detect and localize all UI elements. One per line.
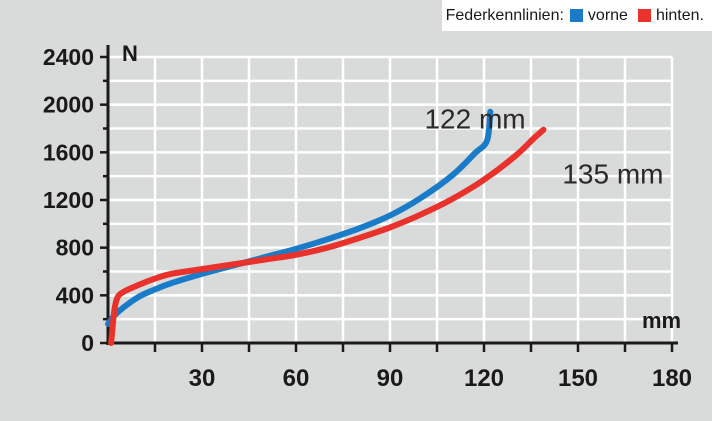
annotation-122mm: 122 mm	[424, 104, 525, 135]
x-axis-label: mm	[642, 308, 681, 333]
legend-label-vorne: vorne	[587, 6, 628, 24]
annotation-135mm: 135 mm	[562, 158, 663, 189]
x-tick-label: 120	[464, 365, 504, 392]
legend-title: Federkennlinien:	[445, 6, 564, 24]
axes	[100, 45, 678, 352]
x-tick-label: 30	[189, 365, 216, 392]
y-tick-label: 2400	[43, 44, 94, 70]
x-tick-label: 150	[558, 365, 598, 392]
x-tick-label: 60	[283, 365, 310, 392]
series-line-hinten	[108, 126, 547, 346]
y-tick-label: 0	[81, 330, 94, 356]
legend: Federkennlinien: vorne hinten.	[442, 0, 712, 31]
y-tick-label: 1600	[43, 139, 94, 165]
series-line-vorne	[105, 108, 494, 327]
y-tick-label: 1200	[43, 187, 94, 213]
x-tick-label: 180	[652, 365, 692, 392]
x-tick-label: 90	[377, 365, 404, 392]
grid	[108, 55, 674, 343]
y-tick-label: 800	[56, 235, 94, 261]
legend-swatch-hinten	[637, 9, 651, 22]
y-axis-label: N	[122, 41, 138, 66]
legend-label-hinten: hinten.	[655, 6, 704, 24]
legend-swatch-vorne	[569, 9, 583, 22]
series-layer	[105, 108, 547, 346]
legend-item-vorne: vorne	[569, 6, 628, 25]
labels: N mm 122 mm 135 mm 0 400 800 1200 1600 2000 24…	[43, 41, 692, 392]
y-tick-label: 400	[56, 282, 94, 308]
y-tick-label: 2000	[43, 92, 94, 118]
legend-item-hinten: hinten.	[637, 6, 704, 25]
